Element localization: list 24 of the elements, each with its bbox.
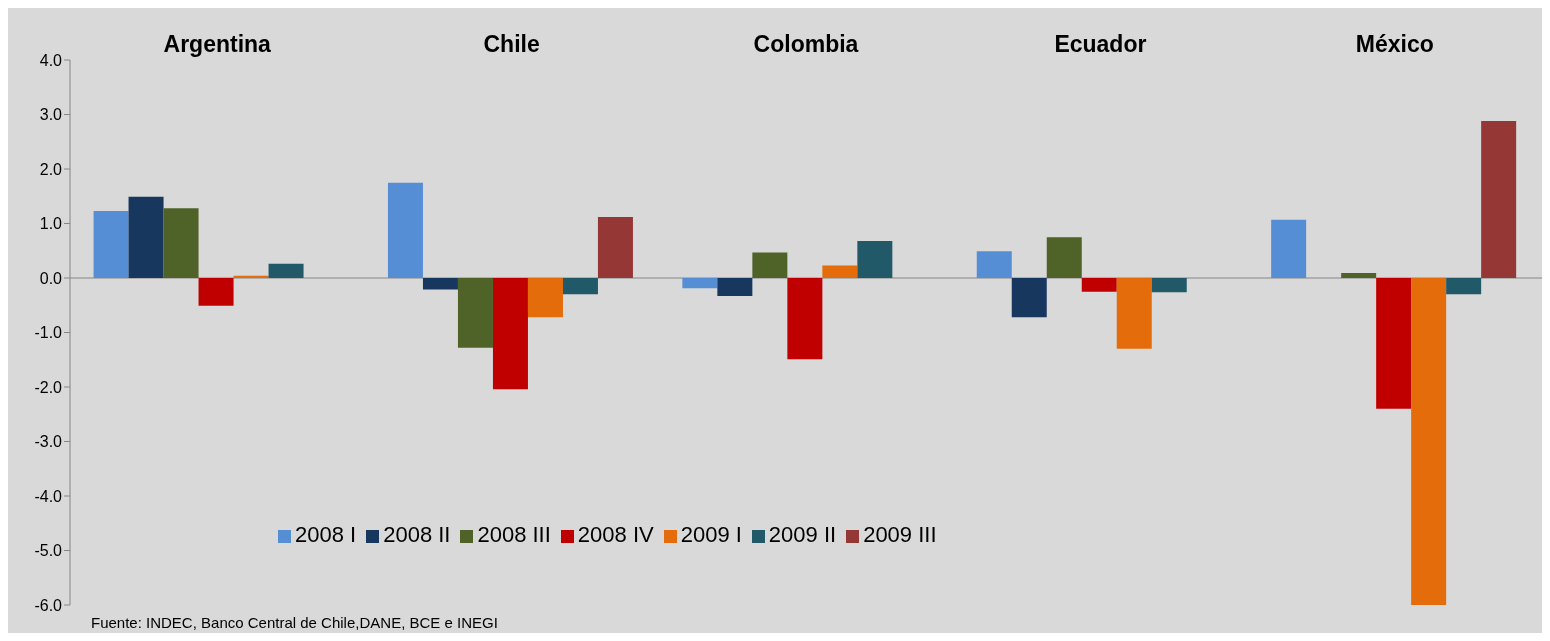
legend-label: 2009 III: [863, 522, 937, 547]
y-tick-label: 0.0: [39, 269, 63, 287]
source-note: Fuente: INDEC, Banco Central de Chile,DANE, BCE e INEGI: [91, 614, 498, 631]
y-tick-label: 1.0: [39, 215, 63, 233]
x-tick-label: México: [1355, 31, 1434, 57]
legend-label: 2008 II: [383, 522, 451, 547]
y-tick-label: -1.0: [34, 324, 63, 342]
y-tick-label: -3.0: [34, 433, 63, 451]
legend-label: 2008 IV: [577, 522, 654, 547]
y-tick-label: 2.0: [39, 160, 63, 178]
x-tick-label: Ecuador: [1054, 31, 1147, 57]
y-tick-label: -4.0: [34, 487, 63, 505]
y-tick-label: -2.0: [34, 378, 63, 396]
x-tick-label: Colombia: [753, 31, 859, 57]
y-tick-label: 4.0: [39, 51, 63, 69]
legend-label: 2009 II: [768, 522, 837, 547]
legend-label: 2009 I: [680, 522, 742, 547]
legend-label: 2008 I: [295, 522, 357, 547]
legend-label: 2008 III: [477, 522, 551, 547]
y-tick-label: 3.0: [39, 106, 63, 124]
x-tick-label: Chile: [483, 31, 540, 57]
y-tick-label: -5.0: [34, 542, 63, 560]
x-tick-label: Argentina: [163, 31, 272, 57]
y-tick-label: -6.0: [34, 596, 63, 614]
